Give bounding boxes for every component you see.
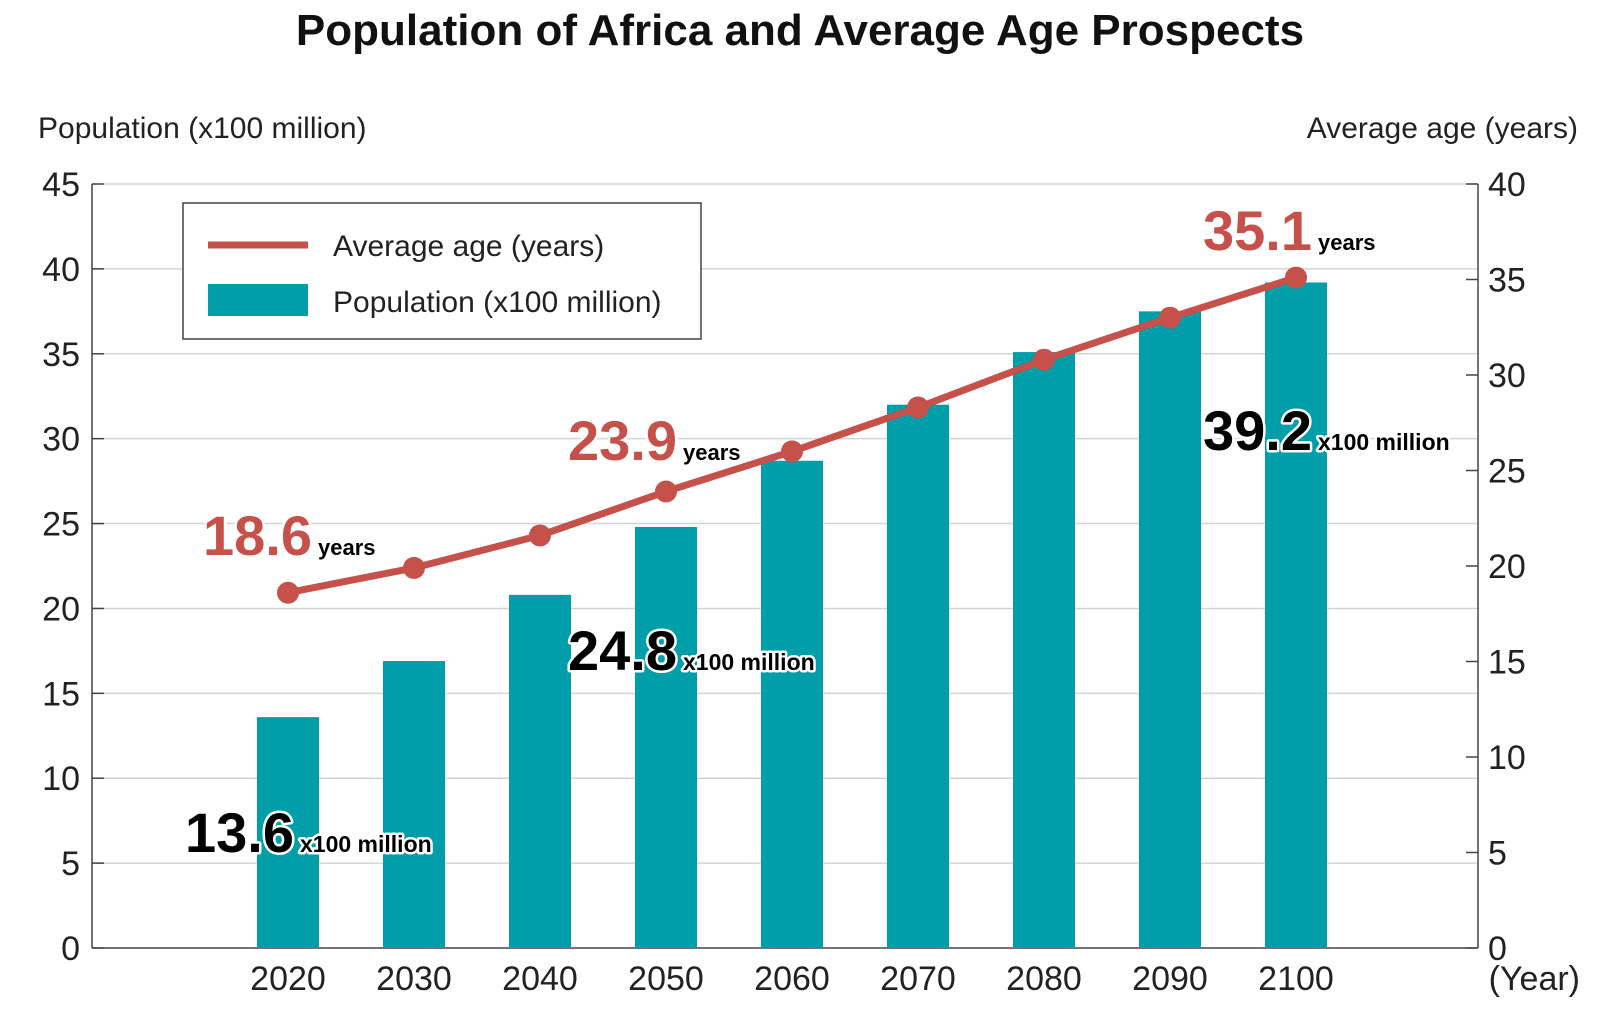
y-axis-right-title: Average age (years) — [1306, 112, 1578, 145]
y-axis-left-title: Population (x100 million) — [38, 112, 367, 145]
y-right-tick-label: 30 — [1488, 357, 1526, 395]
y-left-tick-label: 35 — [42, 336, 80, 374]
population-bar — [1139, 311, 1201, 948]
average-age-data-label: 18.6 years — [203, 504, 376, 567]
x-tick-label: 2060 — [754, 960, 830, 998]
average-age-point — [1285, 266, 1307, 289]
legend-label-average-age: Average age (years) — [333, 230, 604, 263]
population-bar — [887, 404, 949, 948]
legend-box — [182, 202, 702, 340]
average-age-point — [1033, 348, 1055, 371]
x-tick-label: 2100 — [1258, 960, 1334, 998]
y-right-tick-label: 40 — [1488, 166, 1526, 204]
average-age-data-label: 23.9 years — [568, 409, 741, 472]
population-bar — [257, 717, 319, 948]
average-age-point — [907, 396, 929, 419]
y-left-tick-label: 20 — [42, 590, 80, 628]
y-left-tick-label: 40 — [42, 251, 80, 289]
population-data-label: 39.2 x100 million — [1203, 399, 1450, 462]
x-tick-label: 2090 — [1132, 960, 1208, 998]
population-bar — [1013, 352, 1075, 949]
y-left-tick-label: 0 — [61, 930, 80, 968]
y-right-tick-label: 15 — [1488, 644, 1526, 682]
y-right-tick-label: 25 — [1488, 453, 1526, 491]
y-right-tick-label: 10 — [1488, 739, 1526, 777]
x-tick-label: 2080 — [1006, 960, 1082, 998]
x-tick-label: 2020 — [250, 960, 326, 998]
x-tick-label: 2050 — [628, 960, 704, 998]
legend-bar-swatch — [208, 284, 308, 316]
population-bar — [761, 460, 823, 948]
average-age-point — [1159, 306, 1181, 329]
population-data-label: 13.6 x100 million — [185, 801, 432, 864]
chart-title: Population of Africa and Average Age Pro… — [295, 6, 1305, 55]
x-axis-label: (Year) — [1489, 960, 1580, 998]
y-left-tick-label: 5 — [61, 845, 80, 883]
average-age-point — [655, 480, 677, 503]
average-age-point — [277, 581, 299, 604]
population-bar — [509, 594, 571, 948]
y-left-tick-label: 25 — [42, 506, 80, 544]
average-age-data-label: 35.1 years — [1203, 199, 1376, 262]
legend-label-population: Population (x100 million) — [333, 286, 662, 319]
population-bar — [635, 526, 697, 948]
y-left-tick-label: 45 — [42, 166, 80, 204]
y-left-tick-label: 15 — [42, 675, 80, 713]
y-left-tick-label: 10 — [42, 760, 80, 798]
population-bar — [383, 661, 445, 948]
x-tick-label: 2040 — [502, 960, 578, 998]
y-right-tick-label: 35 — [1488, 262, 1526, 300]
x-tick-label: 2070 — [880, 960, 956, 998]
average-age-point — [403, 556, 425, 579]
average-age-point — [529, 524, 551, 547]
y-right-tick-label: 20 — [1488, 548, 1526, 586]
y-right-tick-label: 0 — [1488, 930, 1507, 968]
x-tick-label: 2030 — [376, 960, 452, 998]
y-right-tick-label: 5 — [1488, 835, 1507, 873]
population-bar — [1265, 282, 1327, 949]
average-age-point — [781, 440, 803, 463]
y-left-tick-label: 30 — [42, 421, 80, 459]
population-data-label: 24.8 x100 million — [568, 619, 815, 682]
